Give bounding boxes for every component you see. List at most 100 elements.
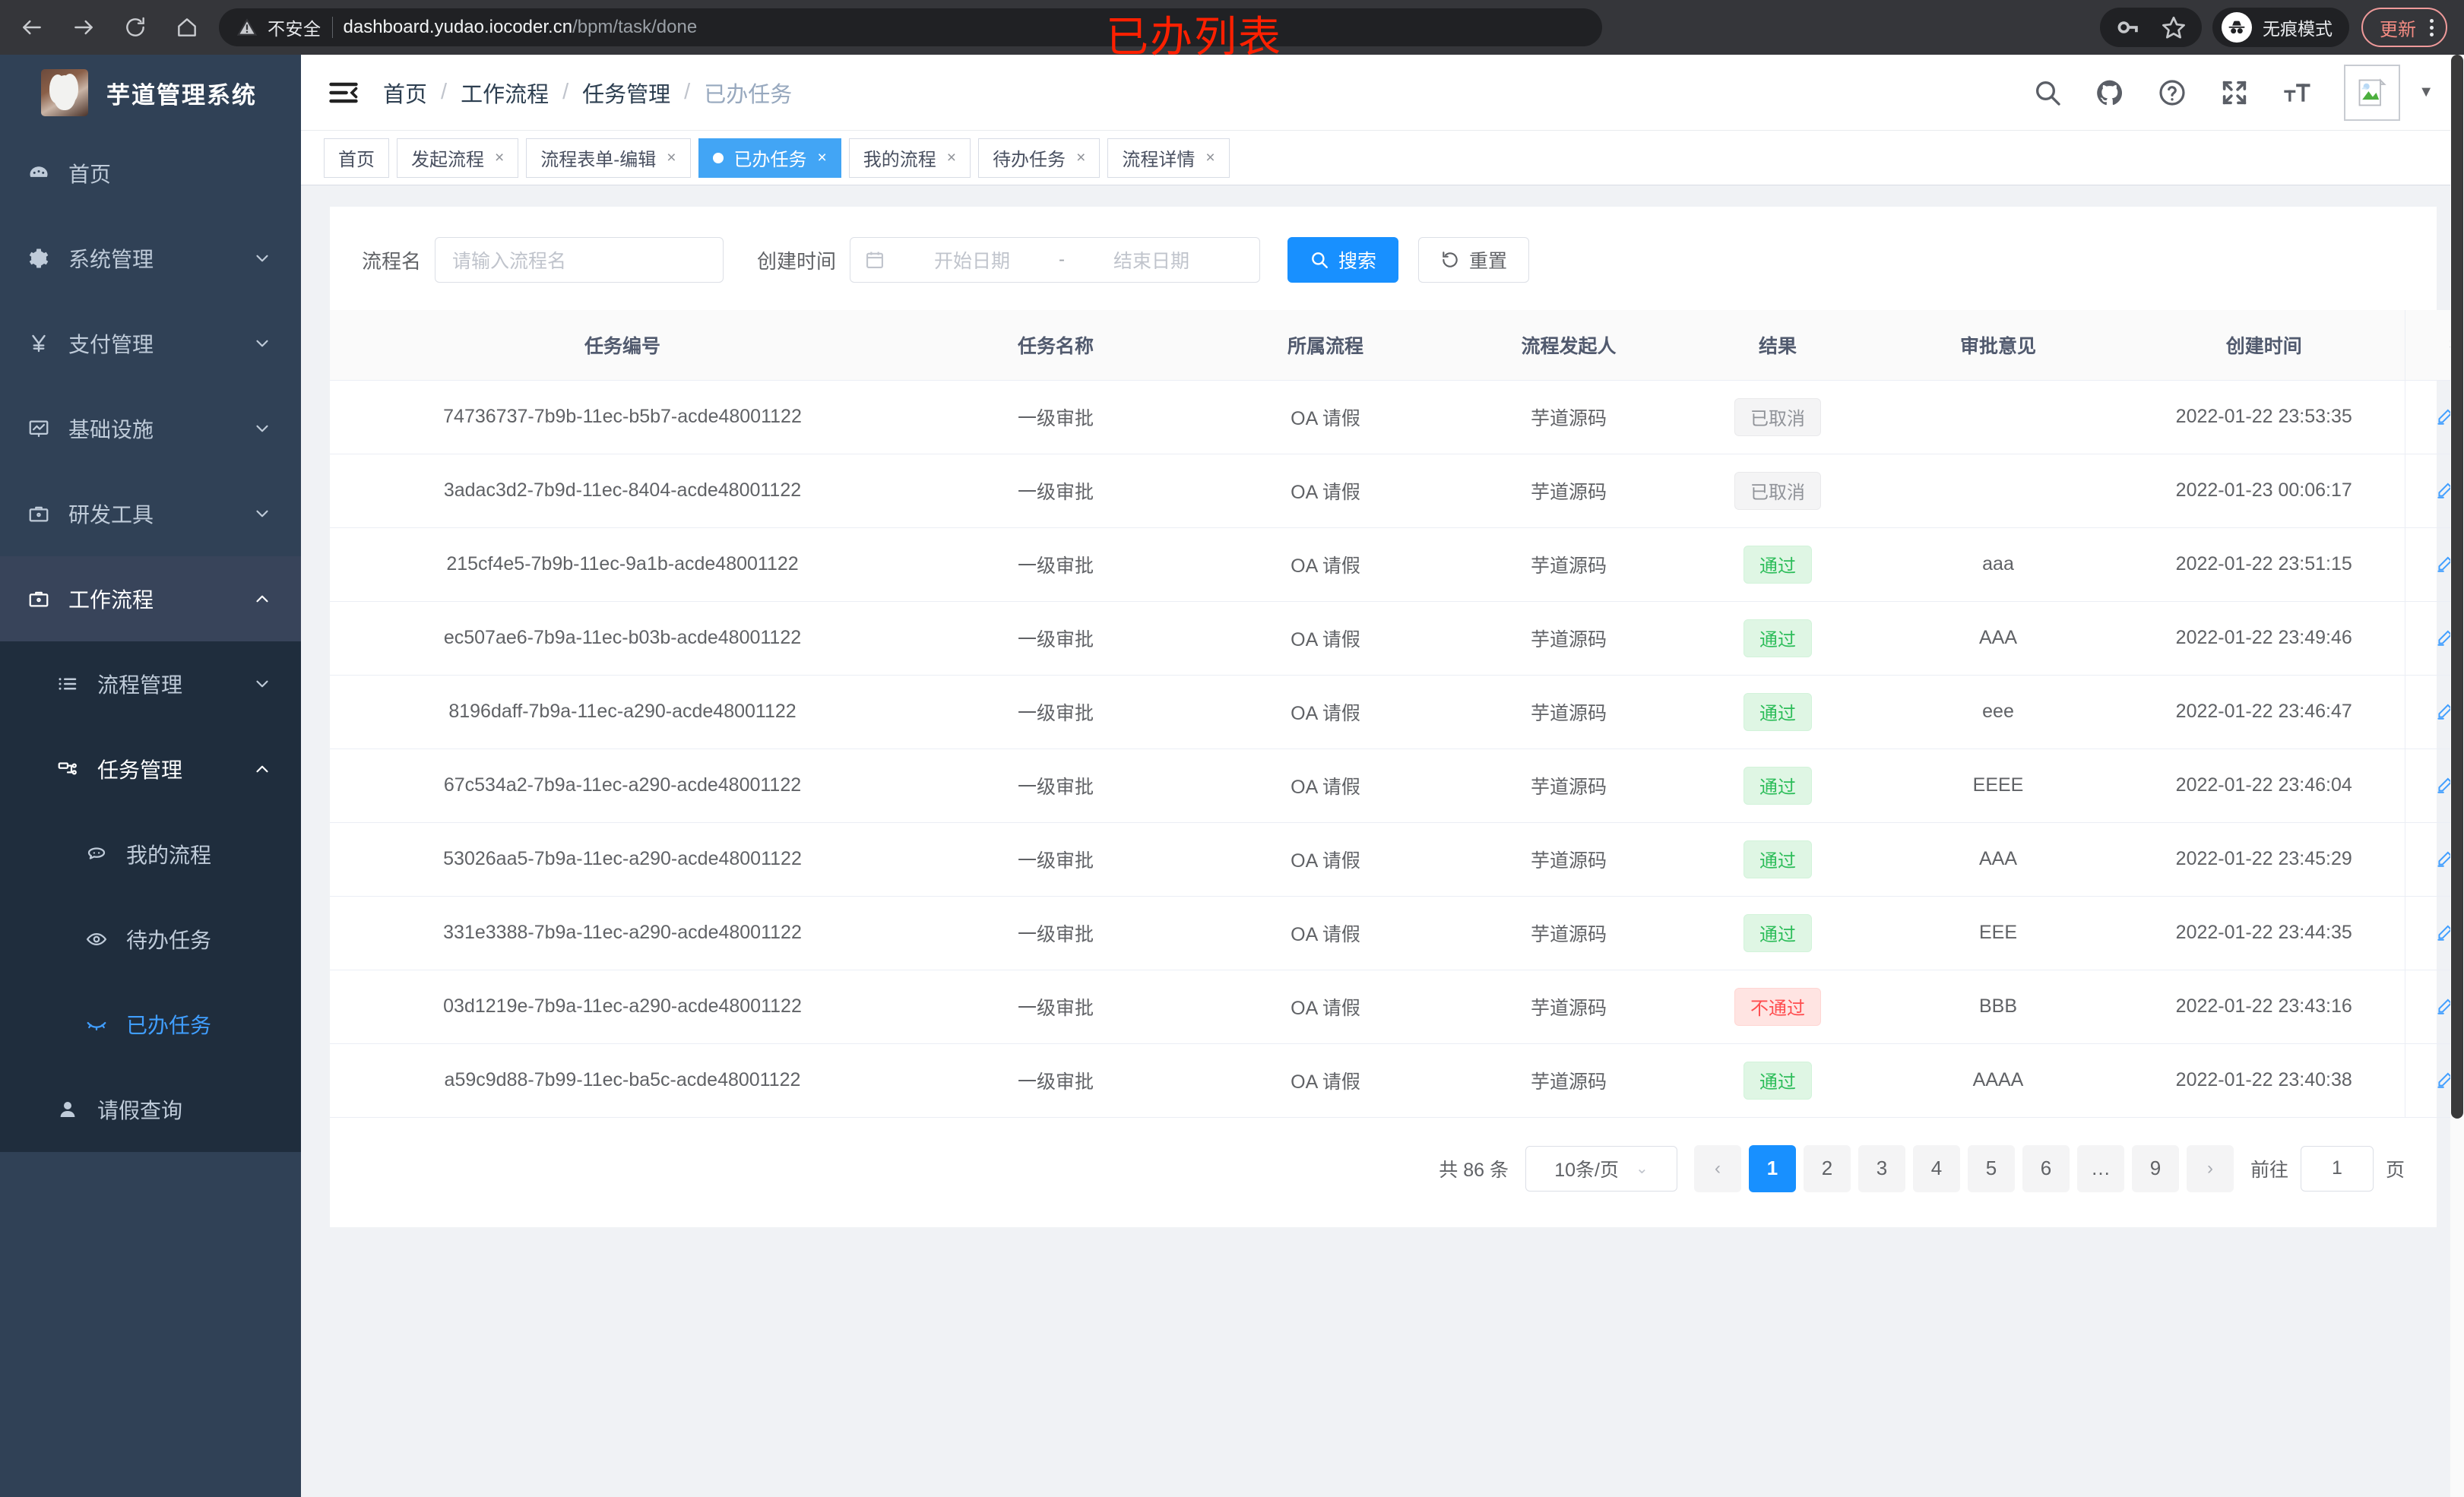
- caret-down-icon[interactable]: ▼: [2418, 84, 2434, 100]
- cell-task-id: 8196daff-7b9a-11ec-a290-acde48001122: [330, 675, 915, 749]
- tab-todo-task[interactable]: 待办任务 ×: [978, 138, 1101, 178]
- table-row[interactable]: 215cf4e5-7b9b-11ec-9a1b-acde48001122 一级审批…: [330, 527, 2464, 602]
- update-button[interactable]: 更新: [2361, 8, 2447, 47]
- close-icon[interactable]: ×: [1205, 149, 1215, 166]
- tab-home[interactable]: 首页: [324, 138, 389, 178]
- page-number-button[interactable]: 9: [2131, 1144, 2179, 1192]
- table-row[interactable]: 03d1219e-7b9a-11ec-a290-acde48001122 一级审批…: [330, 970, 2464, 1044]
- reset-button[interactable]: 重置: [1418, 237, 1530, 283]
- jump-suffix-label: 页: [2385, 1159, 2405, 1181]
- breadcrumb-item-task-management[interactable]: 任务管理: [582, 82, 671, 107]
- table-row[interactable]: a59c9d88-7b99-11ec-ba5c-acde48001122 一级审批…: [330, 1043, 2464, 1118]
- monitor-chart-icon: [27, 417, 68, 440]
- sidebar-item-workflow[interactable]: 工作流程: [0, 556, 301, 641]
- table-row[interactable]: 8196daff-7b9a-11ec-a290-acde48001122 一级审批…: [330, 675, 2464, 749]
- status-badge: 通过: [1743, 692, 1812, 731]
- tab-process-form-edit[interactable]: 流程表单-编辑 ×: [526, 138, 691, 178]
- page-number-button[interactable]: 4: [1912, 1144, 1960, 1192]
- sidebar-item-home[interactable]: 首页: [0, 131, 301, 216]
- page-number-button[interactable]: 3: [1858, 1144, 1905, 1192]
- cell-comment: BBB: [1873, 970, 2124, 1044]
- sidebar-item-leave-query[interactable]: 请假查询: [0, 1067, 301, 1152]
- breadcrumb-item-home[interactable]: 首页: [383, 82, 428, 107]
- search-icon[interactable]: [2032, 78, 2063, 108]
- refresh-icon: [1443, 252, 1458, 267]
- table-row[interactable]: 67c534a2-7b9a-11ec-a290-acde48001122 一级审批…: [330, 748, 2464, 823]
- page-number-button[interactable]: 6: [2022, 1144, 2070, 1192]
- fullscreen-icon[interactable]: [2219, 78, 2250, 108]
- close-icon[interactable]: ×: [817, 149, 827, 166]
- table-header-row: 任务编号 任务名称 所属流程 流程发起人 结果 审批意见 创建时间 操作: [330, 310, 2464, 381]
- process-name-input[interactable]: 请输入流程名: [435, 237, 724, 283]
- page-number-button[interactable]: 1: [1748, 1144, 1796, 1192]
- task-table: 任务编号 任务名称 所属流程 流程发起人 结果 审批意见 创建时间 操作 747…: [330, 310, 2464, 1118]
- cell-created-time: 2022-01-22 23:46:04: [2124, 748, 2405, 823]
- sidebar-item-done-task[interactable]: 已办任务: [0, 982, 301, 1067]
- sidebar-item-devtools[interactable]: 研发工具: [0, 471, 301, 556]
- sidebar-item-label: 已办任务: [126, 1014, 212, 1037]
- browser-chrome-right: 无痕模式 更新: [2100, 8, 2447, 47]
- cell-result: 通过: [1683, 527, 1873, 602]
- date-range-picker[interactable]: 开始日期 - 结束日期: [850, 237, 1261, 283]
- font-size-icon[interactable]: [2282, 78, 2312, 108]
- process-name-placeholder: 请输入流程名: [452, 251, 567, 272]
- cell-task-name: 一级审批: [915, 748, 1196, 823]
- question-circle-icon[interactable]: [2157, 78, 2187, 108]
- table-row[interactable]: 3adac3d2-7b9d-11ec-8404-acde48001122 一级审批…: [330, 454, 2464, 528]
- page-size-select[interactable]: 10条/页 ⌄: [1525, 1145, 1677, 1192]
- sidebar-item-process-management[interactable]: 流程管理: [0, 641, 301, 726]
- jump-page-input[interactable]: 1: [2300, 1145, 2374, 1192]
- page-scrollbar-thumb[interactable]: [2451, 55, 2463, 1119]
- table-row[interactable]: 53026aa5-7b9a-11ec-a290-acde48001122 一级审批…: [330, 822, 2464, 897]
- sidebar-item-my-process[interactable]: 我的流程: [0, 812, 301, 897]
- sidebar-item-label: 工作流程: [68, 588, 154, 612]
- breadcrumb-separator: /: [562, 80, 569, 104]
- prev-page-button[interactable]: ‹: [1693, 1144, 1741, 1192]
- breadcrumb-item-workflow[interactable]: 工作流程: [461, 82, 549, 107]
- page-number-button[interactable]: 2: [1803, 1144, 1851, 1192]
- cell-task-name: 一级审批: [915, 527, 1196, 602]
- reload-icon[interactable]: [120, 12, 150, 43]
- sidebar-item-system[interactable]: 系统管理: [0, 216, 301, 301]
- page-scrollbar-track[interactable]: [2450, 55, 2464, 1497]
- table-row[interactable]: ec507ae6-7b9a-11ec-b03b-acde48001122 一级审批…: [330, 601, 2464, 676]
- sidebar-item-todo-task[interactable]: 待办任务: [0, 897, 301, 982]
- kebab-menu-icon[interactable]: [2430, 18, 2434, 36]
- tab-label: 流程详情: [1122, 150, 1196, 170]
- brand[interactable]: 芋道管理系统: [0, 55, 301, 131]
- hamburger-icon[interactable]: [327, 76, 360, 109]
- start-date-placeholder: 开始日期: [934, 251, 1011, 272]
- tab-done-task[interactable]: 已办任务 ×: [698, 138, 841, 178]
- page-number-button[interactable]: 5: [1967, 1144, 2015, 1192]
- cell-starter: 芋道源码: [1455, 675, 1683, 749]
- home-icon[interactable]: [172, 12, 202, 43]
- sidebar-item-label: 研发工具: [68, 503, 154, 527]
- star-icon[interactable]: [2161, 14, 2187, 40]
- table-row[interactable]: 331e3388-7b9a-11ec-a290-acde48001122 一级审批…: [330, 896, 2464, 970]
- close-icon[interactable]: ×: [667, 149, 676, 166]
- cell-result: 通过: [1683, 896, 1873, 970]
- key-icon[interactable]: [2115, 14, 2141, 40]
- search-button[interactable]: 搜索: [1287, 237, 1399, 283]
- navbar: 首页 / 工作流程 / 任务管理 / 已办任务: [301, 55, 2464, 131]
- incognito-indicator[interactable]: 无痕模式: [2212, 8, 2349, 47]
- table-row[interactable]: 74736737-7b9b-11ec-b5b7-acde48001122 一级审批…: [330, 380, 2464, 454]
- sidebar-item-label: 基础设施: [68, 418, 154, 442]
- tab-my-process[interactable]: 我的流程 ×: [848, 138, 971, 178]
- forward-arrow-icon[interactable]: [68, 12, 99, 43]
- sidebar-item-task-management[interactable]: 任务管理: [0, 726, 301, 812]
- tab-start-process[interactable]: 发起流程 ×: [397, 138, 519, 178]
- back-arrow-icon[interactable]: [17, 12, 47, 43]
- breadcrumb-separator: /: [441, 80, 448, 104]
- tab-process-detail[interactable]: 流程详情 ×: [1107, 138, 1230, 178]
- page-ellipsis[interactable]: …: [2076, 1144, 2124, 1192]
- close-icon[interactable]: ×: [1076, 149, 1086, 166]
- avatar[interactable]: [2344, 64, 2401, 121]
- github-icon[interactable]: [2095, 78, 2125, 108]
- next-page-button[interactable]: ›: [2186, 1144, 2234, 1192]
- sidebar-item-payment[interactable]: 支付管理: [0, 301, 301, 386]
- sidebar-item-infrastructure[interactable]: 基础设施: [0, 386, 301, 471]
- close-icon[interactable]: ×: [946, 149, 957, 166]
- address-bar[interactable]: 不安全 dashboard.yudao.iocoder.cn/bpm/task/…: [219, 8, 1602, 46]
- close-icon[interactable]: ×: [495, 149, 505, 166]
